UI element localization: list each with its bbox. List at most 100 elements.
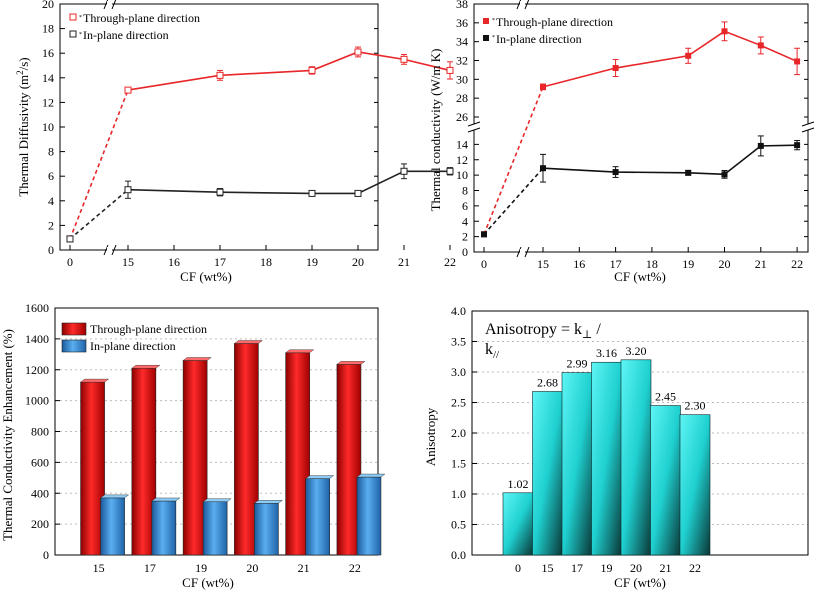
x-tick-label: 15	[122, 255, 134, 269]
x-tick-label: 15	[93, 561, 105, 575]
y-tick-label: 30	[456, 72, 468, 86]
y-tick-label: 10	[42, 120, 54, 134]
x-tick-label: 22	[444, 255, 456, 269]
bar-top-through	[285, 349, 315, 353]
y-tick-label: 800	[31, 425, 49, 439]
y-tick-label: 28	[456, 91, 468, 105]
x-tick-label: 18	[646, 257, 658, 271]
y-tick-label: 1200	[25, 363, 49, 377]
bar-top-in	[305, 475, 335, 479]
x-tick-label: 19	[195, 561, 207, 575]
x-tick-label: 18	[260, 255, 272, 269]
data-point	[446, 167, 454, 175]
bar-in	[151, 500, 177, 556]
bar-top-in	[356, 473, 386, 478]
enhancement-chart: 0 200 400 600 800 1000 1200 1400 1600 15 17 19 20 21 2…	[0, 301, 386, 590]
y-tick-label: 4.0	[451, 304, 466, 318]
anisotropy-bars: 1.02 2.68 2.99 3.16 3.20 2.45 2.30	[502, 344, 711, 556]
x-tick-label: 21	[755, 257, 767, 271]
y-tick-label: 8	[48, 145, 54, 159]
y-tick-label: 2.5	[451, 396, 466, 410]
axis-break-gap	[107, 247, 112, 253]
data-point	[216, 71, 224, 79]
legend-marker-in	[483, 35, 489, 41]
bar	[679, 414, 711, 556]
data-point	[400, 167, 408, 175]
x-tick-label: 22	[689, 561, 701, 575]
axis-break	[111, 244, 117, 256]
y-tick-label: 12	[456, 153, 468, 167]
enhancement-bars	[79, 340, 386, 556]
data-point	[446, 66, 454, 74]
x-tick-label: 19	[682, 257, 694, 271]
x-tick-label: 0	[515, 561, 521, 575]
y-tick-label: 14	[42, 71, 54, 85]
legend-star-through: *	[492, 18, 495, 24]
legend-label-in: In-plane direction	[90, 339, 176, 353]
bar-top-through	[336, 361, 366, 365]
y-tick-label: 4	[48, 194, 54, 208]
data-point	[612, 65, 619, 72]
x-tick-label: 17	[144, 561, 156, 575]
x-tick-label: 19	[601, 561, 613, 575]
bar-value-label: 2.30	[685, 399, 706, 413]
y-break-gap	[470, 124, 478, 130]
bar-value-label: 2.99	[567, 357, 588, 371]
x-tick-label: 21	[660, 561, 672, 575]
data-point	[794, 58, 801, 65]
series-dashed-segment	[483, 86, 544, 235]
y-tick-label: 3.0	[451, 365, 466, 379]
y-tick-label: 0	[43, 548, 49, 562]
x-tick-label: 16	[573, 257, 585, 271]
data-point	[721, 171, 728, 178]
data-point	[721, 28, 728, 35]
bar	[591, 361, 622, 556]
axis-break	[524, 246, 530, 258]
y-tick-label: 6	[462, 199, 468, 213]
axis-break-top	[516, 0, 522, 10]
y-break-right	[801, 121, 815, 127]
title-sub-perp: ⊥	[582, 329, 592, 341]
legend-label-in: In-plane direction	[496, 32, 582, 46]
data-point	[308, 66, 316, 74]
y-tick-label: 10	[456, 168, 468, 182]
bar-top-in	[202, 498, 232, 502]
axis-break-gap	[520, 249, 525, 255]
x-tick-label: 20	[630, 561, 642, 575]
y-tick-label: 36	[456, 16, 468, 30]
y-break-right	[801, 127, 815, 133]
anisotropy-title-line2: k//	[485, 341, 500, 361]
ylabel-main: Thermal Diffusivity (m	[16, 75, 31, 197]
diffusivity-axes: 0 2 4 6 8 10 12 14 16 18 20 0 15 16 17 18 19 20 21 22	[42, 0, 456, 269]
anisotropy-xlabel: CF (wt%)	[614, 575, 666, 590]
anisotropy-chart: 0.0 0.5 1.0 1.5 2.0 2.5 3.0 3.5 4.0 0 15 17 19 20 21 22…	[423, 304, 809, 590]
anisotropy-ylabel: Anisotropy	[423, 407, 438, 466]
diffusivity-ylabel: Thermal Diffusivity (m2/s)	[15, 57, 31, 196]
y-tick-label: 20	[42, 0, 54, 11]
y-tick-label: 0	[462, 245, 468, 259]
y-tick-label: 1.0	[451, 487, 466, 501]
bar	[620, 359, 652, 556]
y-tick-label: 16	[42, 46, 54, 60]
bar-top-in	[253, 500, 283, 504]
diffusivity-xlabel: CF (wt%)	[180, 269, 232, 284]
x-tick-label: 17	[610, 257, 622, 271]
data-point	[757, 142, 764, 149]
x-tick-label: 20	[352, 255, 364, 269]
legend-swatch-through	[61, 322, 87, 336]
bar	[502, 492, 534, 556]
y-tick-label: 26	[456, 110, 468, 124]
bar-value-label: 3.20	[626, 344, 647, 358]
axis-break-top-gap	[107, 1, 112, 7]
series-dashed-segment	[69, 89, 129, 240]
y-break	[467, 127, 481, 133]
y-tick-label: 0.5	[451, 518, 466, 532]
data-point	[354, 189, 362, 197]
y-tick-label: 2.0	[451, 426, 466, 440]
legend-marker-through	[69, 13, 77, 21]
legend-label-through: Through-plane direction	[90, 322, 207, 336]
data-point	[66, 235, 74, 243]
bar-in	[202, 501, 228, 556]
